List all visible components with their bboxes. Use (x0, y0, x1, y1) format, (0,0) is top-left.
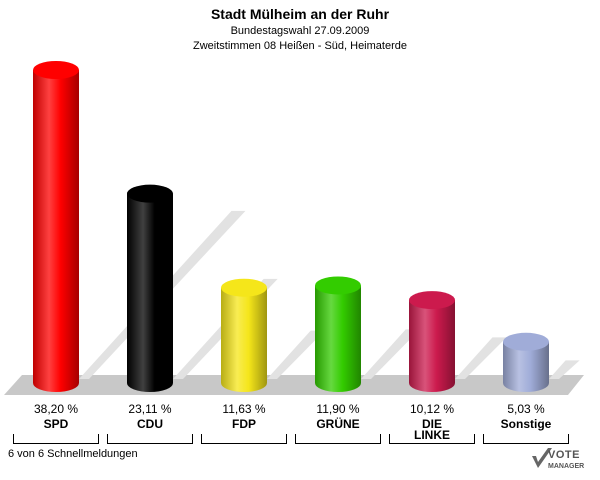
bar-shadow-3 (361, 329, 420, 379)
category-label: FDP (232, 417, 256, 431)
value-label: 10,12 % (409, 402, 455, 416)
category-bracket (107, 434, 193, 444)
chart-title: Stadt Mülheim an der Ruhr (210, 6, 390, 22)
bar-shadow-5 (549, 360, 580, 379)
value-label: 5,03 % (507, 402, 545, 416)
bar-sonstige (503, 341, 549, 392)
chart-floor (4, 375, 584, 395)
bar-spd (33, 70, 79, 392)
bar-shadow-2 (267, 330, 325, 379)
bar-cdu (127, 193, 173, 392)
chart-subtitle: Bundestagswahl 27.09.2009 (230, 25, 370, 37)
chart-subtitle-2: Zweitstimmen 08 Heißen - Süd, Heimaterde (193, 40, 407, 52)
vote-manager-logo (532, 448, 552, 468)
bar-cap-1 (127, 184, 173, 203)
bar-cap-4 (409, 291, 455, 310)
category-label: DIE LINKE (414, 417, 450, 442)
bar-die-linke (409, 300, 455, 392)
category-label: GRÜNE (316, 417, 360, 431)
checkmark-icon (532, 448, 552, 468)
bar-cap-5 (503, 332, 549, 351)
bar-grüne (315, 285, 361, 392)
bar-fdp (221, 287, 267, 392)
value-label: 11,63 % (222, 402, 266, 416)
category-label: SPD (43, 417, 69, 431)
bar-cap-2 (221, 278, 267, 297)
category-bracket (389, 434, 475, 444)
category-label: CDU (137, 417, 163, 431)
category-label: Sonstige (500, 417, 552, 431)
bar-cap-0 (33, 61, 79, 79)
category-bracket (13, 434, 99, 444)
value-label: 11,90 % (316, 402, 360, 416)
footer-status: 6 von 6 Schnellmeldungen (8, 448, 138, 460)
value-label: 38,20 % (33, 402, 79, 416)
logo-text-vote: VOTE (548, 449, 580, 461)
bar-shadow-4 (455, 337, 507, 379)
bar-cap-3 (315, 276, 361, 295)
category-bracket (201, 434, 287, 444)
category-bracket (483, 434, 569, 444)
category-bracket (295, 434, 381, 444)
value-label: 23,11 % (128, 402, 172, 416)
logo-text-manager: MANAGER (548, 463, 585, 470)
